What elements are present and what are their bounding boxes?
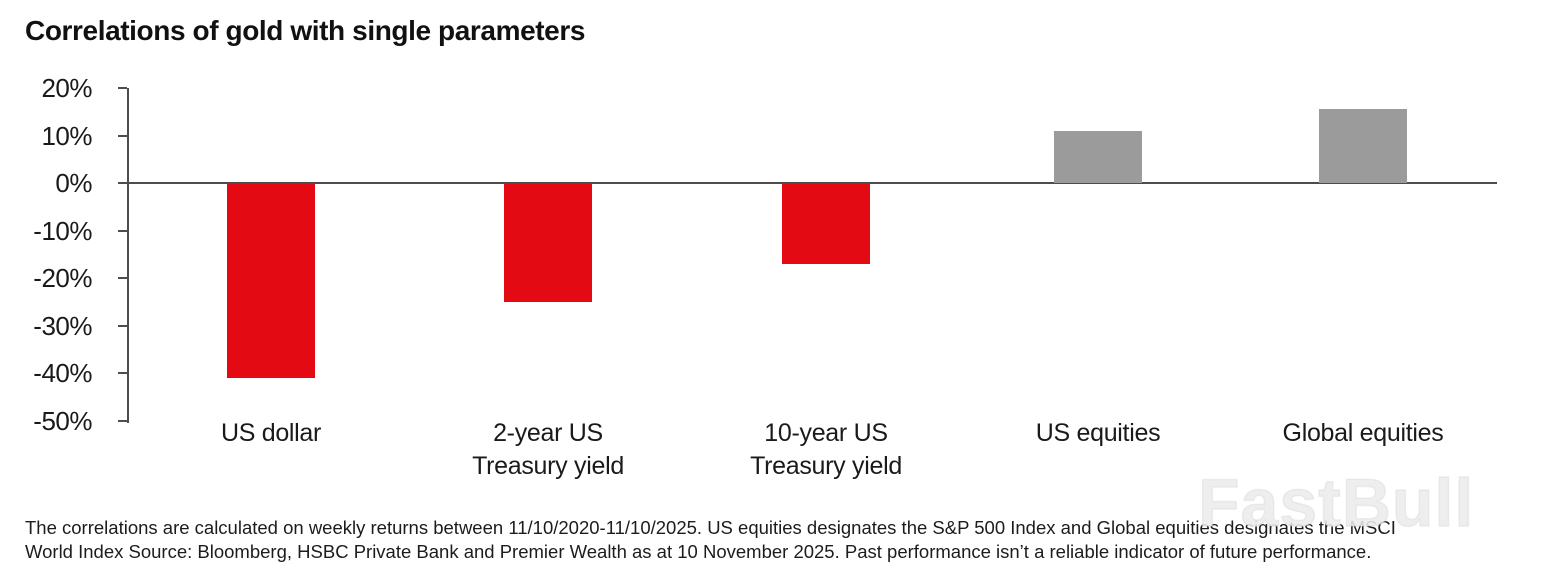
y-axis-tick-label: -30% [33, 310, 92, 341]
y-axis-tick-label: -40% [33, 358, 92, 388]
y-axis-tick [118, 134, 127, 137]
y-axis-tick [118, 419, 127, 422]
y-axis-tick [118, 372, 127, 374]
bar-us-dollar [227, 183, 315, 378]
chart-title: Correlations of gold with single paramet… [25, 15, 586, 46]
y-axis-tick [118, 229, 127, 232]
category-label-2-year-us: 2-year US Treasury yield [472, 419, 624, 480]
y-axis-tick [118, 87, 127, 89]
y-axis-tick [118, 182, 127, 184]
footnote-line-2: World Index Source: Bloomberg, HSBC Priv… [25, 541, 1372, 562]
bar-2-year-us [504, 183, 592, 302]
footnote-line-1: The correlations are calculated on weekl… [25, 517, 1396, 538]
y-axis-line [127, 88, 129, 423]
category-label-us-equities: US equities [1035, 419, 1161, 447]
category-label-10-year-us: 10-year US Treasury yield [750, 419, 902, 480]
y-axis-tick-label: -50% [33, 405, 92, 436]
y-axis-tick [118, 324, 127, 327]
bar-global-equities [1319, 109, 1407, 183]
y-axis-tick-label: 0% [55, 168, 92, 198]
footnote: The correlations are calculated on weekl… [25, 516, 1396, 564]
bar-10-year-us [782, 183, 870, 264]
y-axis-tick-label: -10% [33, 215, 92, 246]
y-axis-tick [118, 277, 127, 279]
bar-us-equities [1054, 130, 1142, 183]
y-axis-tick-label: 20% [41, 73, 92, 103]
y-axis-tick-label: 10% [41, 120, 92, 151]
category-label-us-dollar: US dollar [220, 419, 322, 447]
y-axis-tick-label: -20% [33, 263, 92, 293]
category-label-global-equities: Global equities [1282, 419, 1444, 447]
